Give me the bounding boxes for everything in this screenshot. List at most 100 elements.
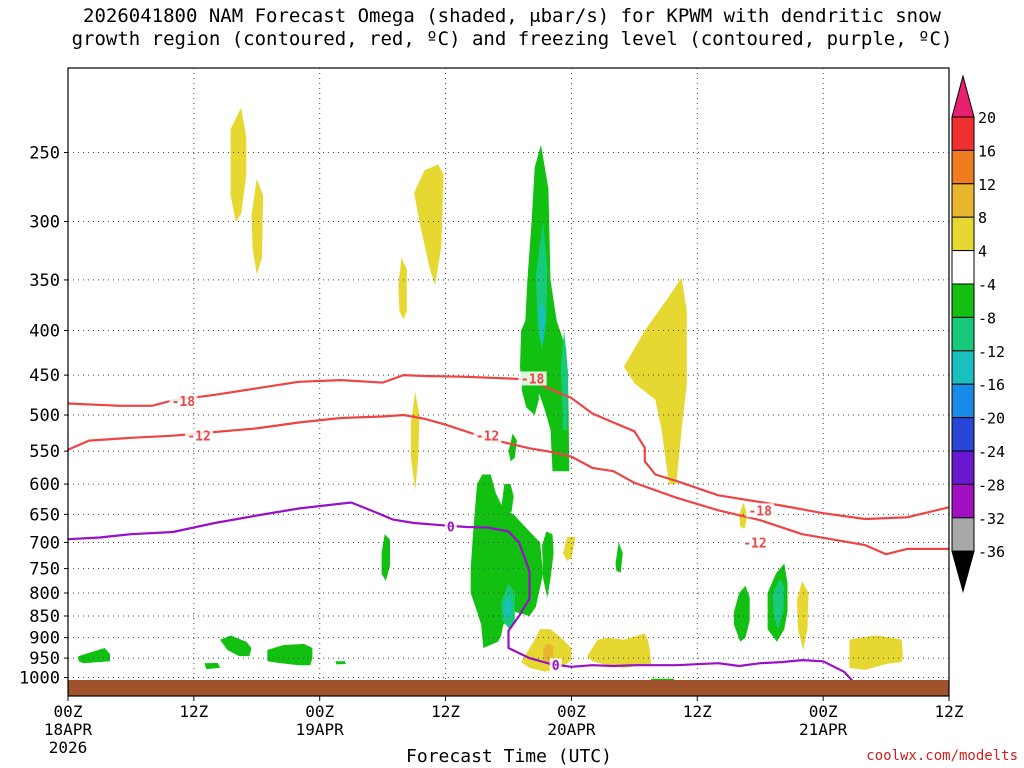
omega-region-down-2 — [414, 164, 444, 286]
y-tick-label-350: 350 — [29, 271, 60, 291]
omega-region-up-18 — [381, 534, 390, 581]
y-tick-label-650: 650 — [29, 505, 60, 525]
contour-label-4: -18 — [748, 504, 772, 519]
contour-label-bg-0 — [169, 394, 198, 409]
omega-region-up-31 — [772, 578, 785, 630]
y-tick-label-750: 750 — [29, 560, 60, 580]
contour-label-bg-7 — [549, 658, 562, 673]
y-tick-label-950: 950 — [29, 649, 60, 669]
colorbar-segment-13 — [951, 517, 975, 552]
colorbar-label-2: 12 — [978, 176, 996, 194]
colorbar-label-7: -12 — [978, 343, 1005, 361]
colorbar-segment-7 — [951, 316, 975, 352]
contour-label-bg-1 — [518, 371, 547, 386]
plot-frame — [67, 67, 950, 697]
x-date-label-24: 19APR — [296, 720, 345, 739]
y-tick-label-900: 900 — [29, 629, 60, 649]
colorbar-segment-6 — [951, 283, 975, 318]
omega-region-down-11 — [849, 635, 903, 670]
colorbar-segment-1 — [951, 116, 975, 151]
omega-region-up-25 — [204, 662, 221, 670]
colorbar-segment-3 — [951, 183, 975, 218]
x-year-label-0: 2026 — [49, 738, 88, 757]
colorbar-label-12: -32 — [978, 510, 1005, 528]
y-tick-label-450: 450 — [29, 366, 60, 386]
x-tick-label-72: 00Z — [809, 702, 838, 721]
colorbar: 20 16 12 8 4 -4 -8 -12 -16 -20 -24 -28 -32 -36 — [951, 74, 1005, 594]
title-line-2: growth region (contoured, red, ºC) and f… — [71, 28, 953, 50]
omega-region-down-8 — [796, 581, 809, 650]
omega-region-down-0 — [230, 107, 247, 222]
omega-region-up-20 — [734, 585, 750, 642]
colorbar-segment-12 — [951, 483, 975, 519]
y-tick-label-800: 800 — [29, 584, 60, 604]
colorbar-label-10: -24 — [978, 443, 1005, 461]
contour-label-7: 0 — [552, 659, 560, 674]
contour-label-1: -18 — [521, 372, 545, 387]
omega-region-up-23 — [220, 635, 252, 657]
omega-region-down-4 — [411, 391, 420, 491]
colorbar-label-9: -20 — [978, 410, 1005, 428]
title-line-1: 2026041800 NAM Forecast Omega (shaded, μ… — [83, 5, 941, 27]
colorbar-segment-4 — [951, 216, 975, 252]
omega-region-up-17 — [542, 531, 554, 598]
contour-label-6: 0 — [447, 520, 455, 535]
y-tick-label-300: 300 — [29, 213, 60, 233]
y-tick-label-500: 500 — [29, 406, 60, 426]
x-tick-label-0: 00Z — [54, 702, 83, 721]
contour-label-bg-6 — [444, 519, 457, 534]
credit-link[interactable]: coolwx.com/modelts — [866, 748, 1018, 764]
colorbar-label-0: 20 — [978, 109, 996, 127]
y-tick-label-550: 550 — [29, 442, 60, 462]
colorbar-label-11: -28 — [978, 476, 1005, 494]
contour-line-3 — [68, 501, 856, 684]
colorbar-label-4: 4 — [978, 243, 987, 261]
y-tick-label-1000: 1000 — [19, 669, 60, 689]
colorbar-label-6: -8 — [978, 309, 996, 327]
omega-region-down-6 — [563, 537, 576, 561]
y-tick-label-400: 400 — [29, 322, 60, 342]
colorbar-label-3: 8 — [978, 209, 987, 227]
y-tick-label-850: 850 — [29, 607, 60, 627]
contour-label-bg-3 — [473, 428, 502, 443]
colorbar-top-arrow — [951, 74, 975, 118]
omega-region-down-10 — [587, 633, 652, 668]
omega-region-up-14 — [508, 433, 517, 462]
y-tick-label-600: 600 — [29, 475, 60, 495]
contour-label-bg-4 — [746, 503, 775, 518]
colorbar-label-13: -36 — [978, 543, 1005, 561]
contour-label-5: -12 — [743, 536, 766, 551]
contour-line-2 — [68, 413, 949, 556]
x-axis-label: Forecast Time (UTC) — [406, 746, 612, 767]
omega-region-down-5 — [623, 277, 687, 485]
x-date-label-48: 20APR — [547, 720, 596, 739]
colorbar-bottom-arrow — [951, 550, 975, 594]
omega-region-up-24 — [267, 643, 313, 666]
omega-region-up-29 — [560, 330, 569, 430]
omega-region-up-32 — [538, 301, 546, 342]
omega-region-down-3 — [398, 257, 407, 319]
omega-region-up-22 — [78, 648, 110, 664]
contour-line-1 — [68, 374, 949, 521]
contour-label-3: -12 — [476, 430, 499, 445]
x-date-label-72: 21APR — [799, 720, 848, 739]
contour-label-bg-2 — [185, 428, 214, 443]
omega-region-up-33 — [504, 595, 512, 619]
x-tick-label-36: 12Z — [431, 702, 460, 721]
omega-region-up-19 — [615, 542, 623, 573]
contour-label-bg-5 — [740, 535, 769, 550]
omega-region-down-1 — [251, 178, 264, 275]
chart-title: 2026041800 NAM Forecast Omega (shaded, μ… — [0, 5, 1024, 51]
y-tick-label-700: 700 — [29, 533, 60, 553]
omega-region-up-26 — [335, 661, 346, 665]
x-tick-label-60: 12Z — [683, 702, 712, 721]
colorbar-label-8: -16 — [978, 376, 1005, 394]
contour-label-0: -18 — [172, 395, 196, 410]
colorbar-segment-10 — [951, 417, 975, 452]
y-tick-label-250: 250 — [29, 144, 60, 164]
colorbar-segment-5 — [951, 250, 975, 285]
contour-label-2: -12 — [187, 430, 210, 445]
x-tick-label-84: 12Z — [935, 702, 964, 721]
colorbar-segment-8 — [951, 350, 975, 385]
